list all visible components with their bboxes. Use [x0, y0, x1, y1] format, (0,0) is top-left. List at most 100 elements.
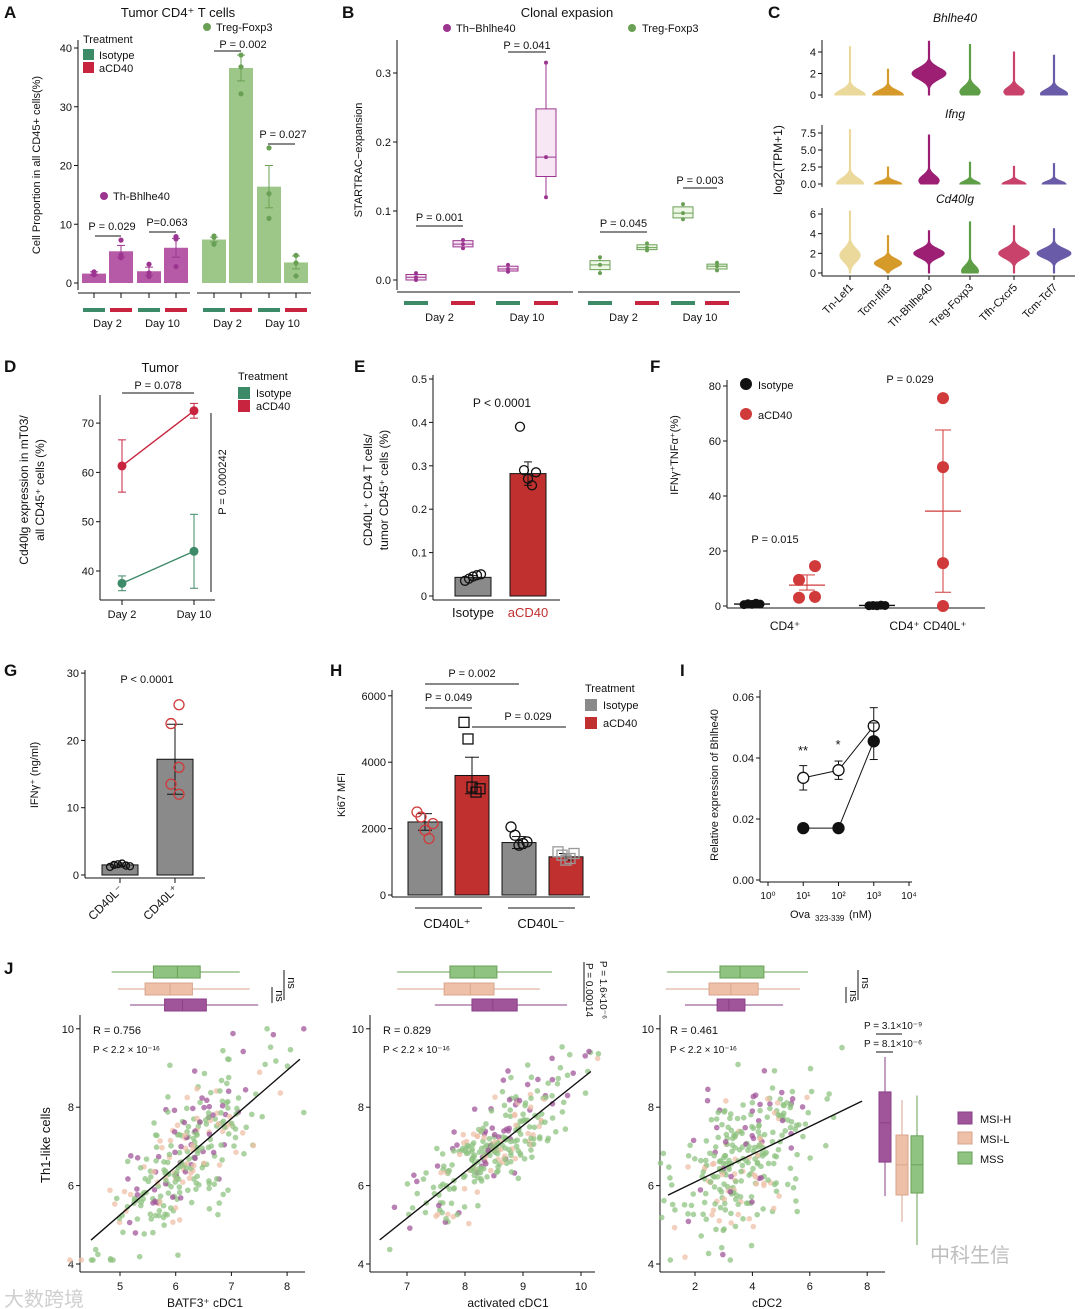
scatter-point-mss	[750, 1125, 757, 1132]
scatter-point-mss	[549, 1092, 555, 1099]
scatter-point-mss	[559, 1109, 566, 1115]
y-tick-label: 0.3	[412, 461, 427, 473]
scatter-point-msi-l	[184, 1094, 191, 1101]
scatter-point-mss	[530, 1141, 537, 1147]
y-tick-label: 0	[810, 268, 816, 280]
scatter-point-mss	[163, 1177, 169, 1184]
scatter-point-msi-l	[751, 1172, 758, 1178]
scatter-point-mss	[756, 1142, 763, 1148]
scatter-point-mss	[148, 1216, 155, 1222]
treatment-color-bar	[83, 308, 105, 312]
scatter-point-mss	[566, 1051, 573, 1058]
scatter-point-mss	[218, 1077, 225, 1084]
x-tick-label: CD4⁺ CD40L⁺	[889, 619, 966, 633]
legend-title: Treatment	[585, 683, 635, 695]
scatter-point-msi-h	[503, 1126, 510, 1132]
violin-treg-foxp3	[961, 221, 979, 274]
scatter-point-msi-h	[713, 1124, 720, 1131]
data-point	[544, 60, 548, 65]
scatter-point-msi-h	[230, 1030, 236, 1037]
scatter-point-msi-l	[277, 1090, 284, 1096]
scatter-point-msi-l	[474, 1189, 481, 1195]
scatter-point-mss	[160, 1202, 167, 1209]
y-tick-label: 0	[380, 890, 386, 902]
scatter-point-msi-l	[215, 1121, 222, 1127]
scatter-point-mss	[484, 1174, 490, 1180]
p-value-label: P = 0.029	[886, 374, 933, 386]
scatter-point-mss	[721, 1107, 728, 1114]
scatter-point-msi-h	[225, 1088, 232, 1095]
treatment-color-bar	[110, 308, 132, 312]
scatter-point-mss	[537, 1134, 543, 1140]
scatter-point-mss	[727, 1111, 734, 1117]
scatter-point-mss	[755, 1123, 762, 1130]
data-point	[266, 191, 272, 197]
scatter-point-mss	[267, 1044, 274, 1050]
scatter-point-msi-h	[203, 1097, 210, 1104]
scatter-point-mss	[557, 1064, 564, 1071]
data-point	[471, 570, 483, 581]
scatter-point-msi-h	[761, 1068, 768, 1074]
scatter-point-msi-l	[239, 1130, 246, 1136]
data-point	[475, 569, 487, 580]
x-tick-label: CD40L⁺	[140, 882, 181, 923]
scatter-point-mss	[120, 1229, 126, 1236]
scatter-point-mss	[794, 1208, 801, 1215]
y-tick-label: 6	[810, 209, 816, 221]
scatter-point-mss	[501, 1102, 508, 1109]
scatter-point-mss	[492, 1158, 498, 1165]
p-value-label: P = 1.6×10⁻⁶	[597, 961, 608, 1019]
chart-title: Tumor CD4⁺ T cells	[121, 5, 236, 20]
scatter-point-msi-l	[512, 1155, 519, 1162]
scatter-point-mss	[790, 1184, 797, 1191]
scatter-point-msi-l	[107, 1187, 113, 1194]
legend-label: Isotype	[603, 700, 638, 712]
panel-letter: B	[342, 3, 354, 22]
scatter-point-mss	[468, 1148, 475, 1155]
x-tick-label: 7	[228, 1281, 234, 1293]
scatter-point-msi-h	[199, 1095, 205, 1101]
scatter-point-mss	[420, 1176, 427, 1182]
x-tick-label: Isotype	[452, 605, 494, 620]
scatter-point-mss	[782, 1128, 788, 1134]
scatter-point-msi-h	[210, 1149, 217, 1156]
scatter-point-msi-h	[516, 1097, 523, 1104]
treatment-color-bar	[496, 301, 520, 305]
scatter-point-msi-h	[750, 1135, 757, 1142]
scatter-point-mss	[534, 1088, 541, 1094]
scatter-point-mss	[225, 1131, 232, 1137]
scatter-point-mss	[544, 1137, 551, 1144]
scatter-point-msi-h	[172, 1149, 178, 1156]
scatter-point-mss	[463, 1145, 469, 1151]
legend-dot-th	[100, 192, 108, 200]
scatter-point-msi-h	[411, 1172, 417, 1178]
scatter-point-mss	[213, 1176, 220, 1182]
y-axis-label: all CD45⁺ cells (%)	[33, 439, 47, 541]
x-tick-label: 8	[284, 1281, 290, 1293]
scatter-point-mss	[802, 1121, 809, 1127]
scatter-point-mss	[794, 1151, 800, 1158]
scatter-point-mss	[692, 1155, 698, 1162]
x-tick-label: Tcm-Tcf7	[1021, 282, 1061, 322]
scatter-point-msi-h	[451, 1129, 457, 1135]
scatter-point-mss	[718, 1244, 725, 1251]
p-value-label: P = 0.078	[134, 380, 181, 392]
scatter-point-msi-l	[804, 1094, 810, 1101]
data-point	[715, 264, 719, 269]
legend-title: Treatment	[83, 34, 133, 46]
scatter-point-mss	[241, 1151, 247, 1157]
scatter-point-mss	[152, 1132, 159, 1138]
scatter-point-mss	[206, 1180, 213, 1187]
scatter-point-msi-l	[682, 1254, 688, 1260]
x-tick-label: 10³	[867, 891, 882, 902]
scatter-point-mss	[205, 1144, 212, 1151]
data-point	[414, 275, 418, 280]
scatter-point-mss	[759, 1153, 766, 1159]
y-tick-label: 0.4	[412, 417, 427, 429]
scatter-point-mss	[738, 1128, 744, 1135]
y-axis-label: IFNγ⁺ (ng/ml)	[29, 742, 41, 808]
data-point	[189, 546, 199, 556]
scatter-point-msi-l	[216, 1162, 223, 1168]
y-tick-label: 10	[352, 1024, 364, 1036]
violin-tcm-tcf7	[1041, 163, 1067, 185]
